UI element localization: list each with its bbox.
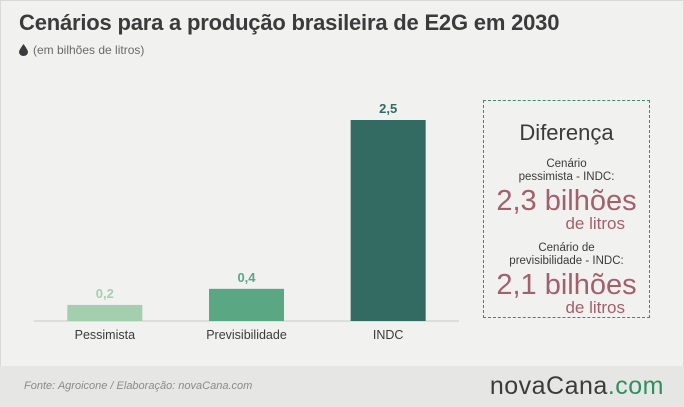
logo-text: novaCana bbox=[489, 372, 608, 400]
footer-bar bbox=[0, 366, 684, 407]
difference-label: Cenário de bbox=[538, 242, 595, 254]
logo-suffix: .com bbox=[607, 372, 664, 400]
novacana-logo: novaCana.com bbox=[490, 372, 664, 401]
data-label: 2,5 bbox=[379, 101, 397, 116]
bar-indc bbox=[350, 120, 426, 321]
chart-subtitle: (em bilhões de litros) bbox=[19, 43, 144, 57]
source-credit: Fonte: Agroicone / Elaboração: novaCana.… bbox=[24, 380, 253, 392]
bar-chart: 0,2 Pessimista 0,4 Previsibilidade 2,5 INDC bbox=[34, 101, 459, 342]
difference-box: Diferença Cenário pessimista - INDC: 2,3… bbox=[483, 100, 650, 318]
difference-title: Diferença bbox=[519, 120, 614, 145]
difference-label: previsibilidade - INDC: bbox=[509, 255, 624, 267]
subtitle-text: (em bilhões de litros) bbox=[33, 43, 145, 57]
data-label: 0,2 bbox=[96, 286, 114, 301]
category-label: Previsibilidade bbox=[206, 328, 287, 342]
category-label: INDC bbox=[373, 328, 404, 342]
drop-icon bbox=[19, 44, 28, 56]
difference-unit: de litros bbox=[565, 298, 625, 317]
data-label: 0,4 bbox=[237, 270, 256, 285]
difference-value: 2,1 bilhões bbox=[496, 269, 637, 301]
difference-unit: de litros bbox=[565, 214, 625, 233]
difference-label: pessimista - INDC: bbox=[518, 171, 615, 183]
chart-title: Cenários para a produção brasileira de E… bbox=[19, 10, 560, 35]
difference-label: Cenário bbox=[546, 158, 587, 170]
difference-value: 2,3 bilhões bbox=[496, 185, 637, 217]
category-label: Pessimista bbox=[75, 328, 135, 342]
bar-previsibilidade bbox=[209, 288, 284, 321]
bar-pessimista bbox=[67, 304, 143, 321]
